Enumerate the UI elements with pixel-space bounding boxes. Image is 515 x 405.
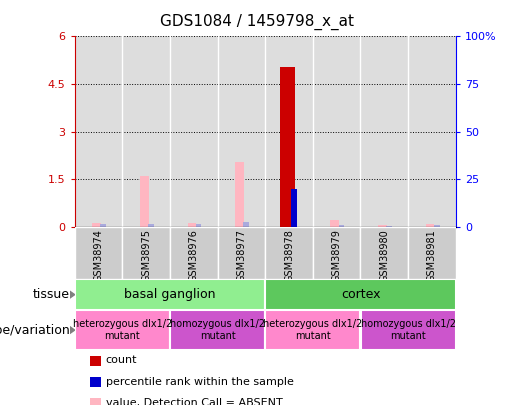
Bar	[434, 225, 440, 227]
Bar	[217, 36, 265, 227]
Text: GSM38978: GSM38978	[284, 229, 294, 282]
Bar	[140, 176, 148, 227]
Text: basal ganglion: basal ganglion	[124, 288, 216, 301]
Text: heterozygous dlx1/2
mutant: heterozygous dlx1/2 mutant	[73, 319, 172, 341]
Bar	[265, 310, 360, 350]
Text: GSM38980: GSM38980	[380, 229, 389, 282]
Polygon shape	[70, 291, 75, 298]
Bar	[122, 227, 170, 279]
Text: tissue: tissue	[32, 288, 70, 301]
Bar	[100, 224, 106, 227]
Bar	[313, 227, 360, 279]
Bar	[235, 162, 244, 227]
Bar	[122, 36, 170, 227]
Text: genotype/variation: genotype/variation	[0, 324, 70, 337]
Bar	[338, 225, 345, 227]
Bar	[75, 36, 122, 227]
Bar	[408, 36, 456, 227]
Bar	[265, 36, 313, 227]
Text: GSM38977: GSM38977	[236, 229, 246, 282]
Bar	[170, 36, 217, 227]
Bar	[313, 36, 360, 227]
Text: value, Detection Call = ABSENT: value, Detection Call = ABSENT	[106, 398, 282, 405]
Text: heterozygous dlx1/2
mutant: heterozygous dlx1/2 mutant	[263, 319, 363, 341]
Bar	[170, 310, 265, 350]
Bar	[75, 227, 123, 279]
Bar	[217, 227, 265, 279]
Bar	[75, 279, 265, 310]
Text: count: count	[106, 356, 137, 365]
Bar	[265, 279, 456, 310]
Text: GSM38975: GSM38975	[141, 229, 151, 282]
Polygon shape	[70, 326, 75, 334]
Bar	[170, 227, 217, 279]
Bar	[280, 66, 295, 227]
Text: GSM38979: GSM38979	[332, 229, 341, 282]
Text: percentile rank within the sample: percentile rank within the sample	[106, 377, 294, 386]
Bar	[75, 310, 170, 350]
Text: GSM38981: GSM38981	[427, 229, 437, 282]
Bar	[426, 224, 434, 227]
Bar	[360, 310, 456, 350]
Bar	[331, 220, 339, 227]
Bar	[386, 226, 392, 227]
Bar	[148, 224, 154, 227]
Bar	[378, 225, 387, 227]
Bar	[243, 222, 249, 227]
Bar	[360, 36, 408, 227]
Text: GDS1084 / 1459798_x_at: GDS1084 / 1459798_x_at	[161, 14, 354, 30]
Text: GSM38976: GSM38976	[189, 229, 199, 282]
Text: cortex: cortex	[341, 288, 380, 301]
Text: GSM38974: GSM38974	[94, 229, 104, 282]
Bar	[265, 227, 313, 279]
Bar	[92, 223, 101, 227]
Bar	[408, 227, 456, 279]
Bar	[291, 189, 297, 227]
Bar	[360, 227, 408, 279]
Bar	[187, 223, 196, 227]
Text: homozygous dlx1/2
mutant: homozygous dlx1/2 mutant	[360, 319, 456, 341]
Bar	[196, 224, 201, 227]
Text: homozygous dlx1/2
mutant: homozygous dlx1/2 mutant	[170, 319, 265, 341]
